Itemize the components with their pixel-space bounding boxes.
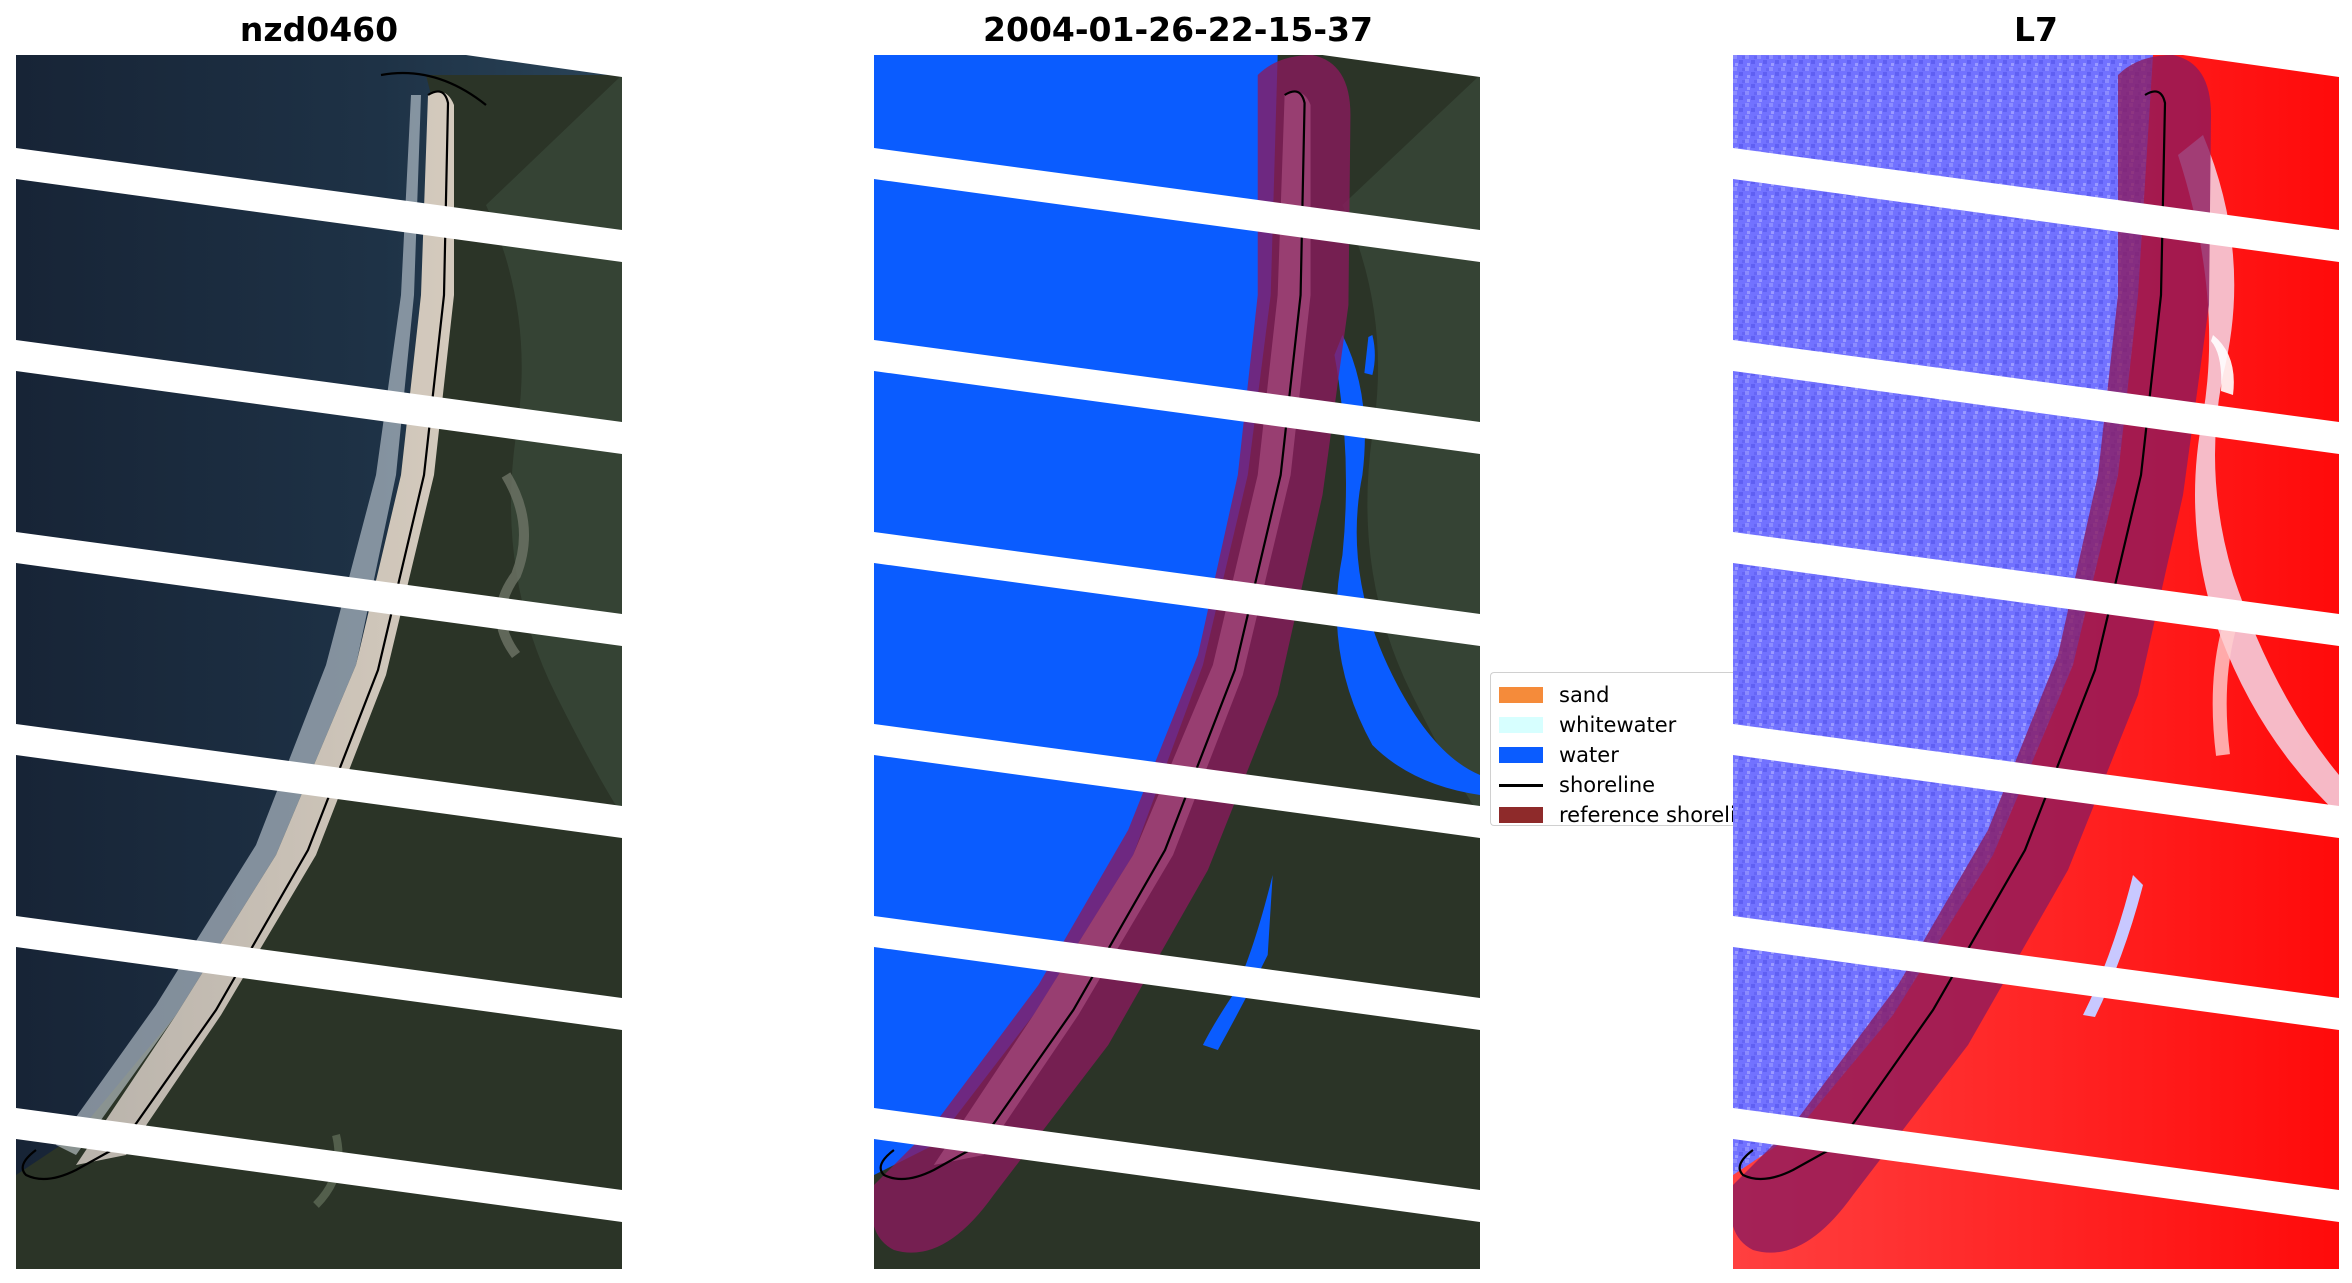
detected-shoreline xyxy=(879,90,1306,1181)
sand-swatch xyxy=(1499,687,1543,703)
legend-item-reference-shoreline: reference shoreline xyxy=(1499,801,1734,826)
legend-item-sand: sand xyxy=(1499,681,1734,709)
legend-label-whitewater: whitewater xyxy=(1559,713,1677,737)
detected-shoreline xyxy=(1738,90,2167,1181)
shoreline-line-swatch xyxy=(1499,783,1543,787)
land-area xyxy=(16,75,622,1269)
water-class-inland xyxy=(1334,335,1480,795)
legend-label-sand: sand xyxy=(1559,683,1610,707)
water-class-ocean xyxy=(874,55,1278,1175)
panel-title-index: L7 xyxy=(2014,10,2058,49)
beach-sand xyxy=(76,91,454,1166)
detected-shoreline xyxy=(21,71,487,1181)
scan-line-gaps xyxy=(16,148,622,1222)
whitewater-swatch xyxy=(1499,717,1543,733)
scan-line-gaps xyxy=(1733,148,2339,1222)
legend-item-whitewater: whitewater xyxy=(1499,711,1734,739)
legend-label-water: water xyxy=(1559,743,1619,767)
legend-item-water: water xyxy=(1499,741,1734,769)
classified-image xyxy=(874,55,1480,1269)
water-index-image xyxy=(1733,55,2339,1269)
legend-label-reference-shoreline: reference shoreline xyxy=(1559,803,1734,826)
rgb-satellite-image xyxy=(16,55,622,1269)
surf-zone xyxy=(56,95,421,1155)
legend-item-shoreline: shoreline xyxy=(1499,771,1734,799)
reference-shoreline-swatch xyxy=(1499,807,1543,823)
water-swatch xyxy=(1499,747,1543,763)
legend: sand whitewater water shoreline referenc… xyxy=(1490,672,1734,826)
scan-line-gaps xyxy=(874,148,1480,1222)
panel-title-rgb: nzd0460 xyxy=(239,10,399,49)
legend-label-shoreline: shoreline xyxy=(1559,773,1656,797)
panel-title-classified: 2004-01-26-22-15-37 xyxy=(983,10,1373,49)
